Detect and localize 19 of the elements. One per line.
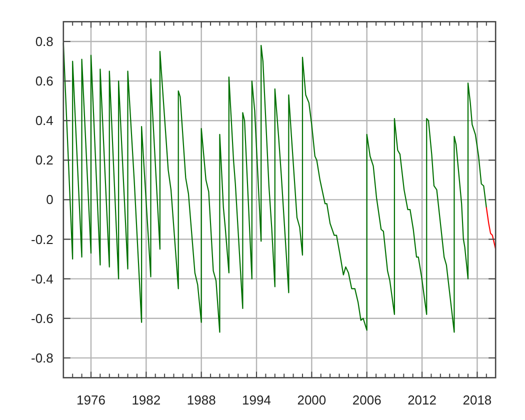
x-tick-label: 1976 [76, 392, 106, 408]
x-tick-label: 1982 [132, 392, 161, 408]
x-tick-label: 2000 [297, 392, 326, 408]
y-tick-label: 0.2 [35, 152, 54, 168]
x-tick-label: 1988 [186, 392, 216, 408]
y-tick-label: -0.8 [30, 350, 54, 366]
y-tick-label: -0.4 [30, 271, 54, 286]
y-tick-label: 0.6 [35, 74, 54, 89]
x-tick-label: 2012 [408, 392, 436, 408]
x-tick-label: 2006 [352, 392, 382, 408]
y-tick-label: -0.2 [30, 232, 54, 247]
line-series [62, 42, 487, 333]
y-tick-label: -0.6 [30, 310, 54, 326]
line-series [486, 207, 496, 250]
y-tick-label: 0 [46, 192, 54, 208]
x-tick-label: 1994 [242, 392, 271, 408]
x-tick-label: 2018 [462, 392, 492, 408]
y-tick-label: 0.8 [35, 34, 54, 49]
y-tick-label: 0.4 [35, 113, 54, 128]
